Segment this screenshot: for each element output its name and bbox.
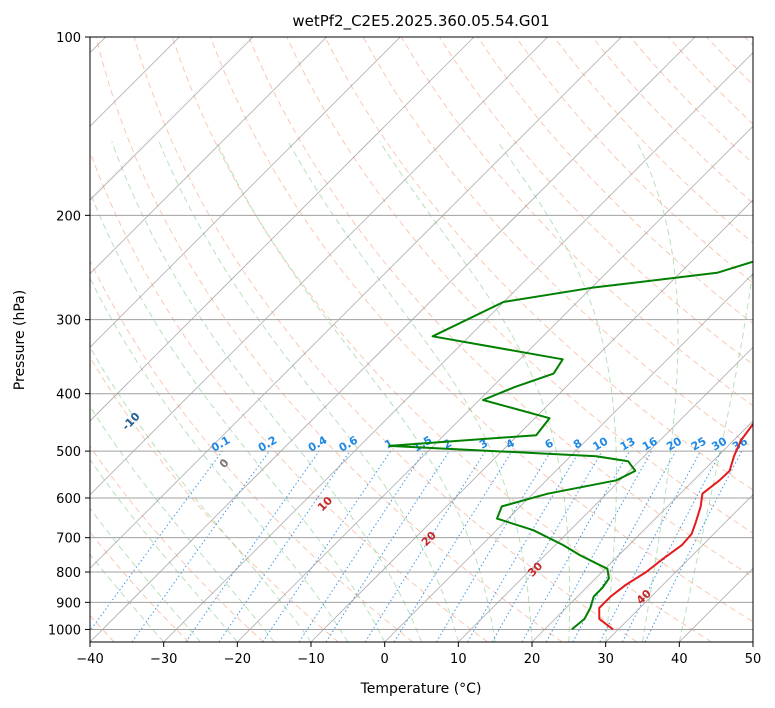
moist-adiabat [678,264,753,642]
x-axis-ticks: −40 −30 −20 −10 0 10 20 30 40 50 [76,642,761,667]
y-tick-label: 400 [56,388,81,403]
dry-adiabat [286,37,753,534]
x-tick-label: −30 [150,652,177,667]
mixing-ratio-line [572,450,677,642]
x-tick-label: 0 [381,652,389,667]
dry-adiabat-label: -20 [61,410,84,433]
moist-adiabat [90,553,165,642]
mixing-ratio-label: 4 [504,436,517,451]
mixing-ratio-line [521,450,630,642]
mixing-ratio-line [644,450,743,642]
moist-adiabat [158,141,459,642]
isotherm [679,567,753,642]
mixing-ratio-line [298,450,425,642]
isotherm [752,641,753,642]
isotherm [90,37,548,496]
dry-adiabat [133,37,638,642]
moist-adiabat [90,346,312,642]
mixing-ratio-line [90,450,223,632]
dry-adiabat [553,37,753,244]
background-lines [90,37,753,642]
isotherm [605,494,753,642]
grid [90,37,753,630]
y-tick-label: 900 [56,596,81,611]
dry-adiabat [95,37,563,642]
mixing-ratio-line [262,450,392,642]
dry-adiabat [324,37,753,491]
isotherm [163,52,753,642]
x-axis-label: Temperature (°C) [360,681,482,697]
dry-adiabat [171,37,712,642]
dry-adiabat [90,356,339,642]
y-tick-label: 100 [56,31,81,46]
mixing-ratio-line [185,450,320,642]
mixing-ratio-label: 6 [543,436,556,451]
mixing-ratio-line [435,450,552,642]
y-tick-label: 1000 [48,623,81,638]
x-tick-label: 10 [450,652,467,667]
isotherm [531,420,753,642]
isotherm [90,37,327,275]
y-tick-label: 200 [56,209,81,224]
y-tick-label: 800 [56,566,81,581]
moist-adiabat [215,141,496,642]
dry-adiabat [90,531,190,642]
mixing-ratio-line [545,450,653,642]
isotherm [90,37,622,569]
dry-adiabat [706,37,753,86]
chart-title: wetPf2_C2E5.2025.360.05.54.G01 [292,12,549,31]
x-tick-label: −10 [297,652,324,667]
dry-adiabat [210,37,753,623]
data-series [388,260,753,631]
y-axis-ticks: 100 200 300 400 500 600 700 800 900 1000 [48,31,90,638]
dry-adiabat-label: -10 [119,410,142,433]
isotherm [90,37,254,201]
dry-adiabat [90,259,414,642]
dry-adiabat [515,37,753,284]
mixing-ratio-line [393,450,513,642]
x-tick-label: 30 [597,652,614,667]
x-tick-label: 20 [524,652,541,667]
dewpoint-profile-line [388,260,753,631]
x-tick-label: 50 [745,652,762,667]
dry-adiabat [90,445,264,642]
isotherm [90,37,475,422]
isotherm [90,37,401,348]
dry-adiabat [668,37,753,125]
moist-adiabat [636,141,679,642]
x-tick-label: 40 [671,652,688,667]
y-tick-label: 700 [56,532,81,547]
y-tick-label: 600 [56,492,81,507]
mixing-ratio-line [325,450,450,642]
dry-adiabat-label: -30 [2,410,25,433]
dry-adiabat-label: 20 [419,529,439,549]
mixing-ratio-line [131,450,270,642]
mixing-ratio-line [218,450,351,642]
isotherm [310,199,753,642]
dry-adiabat [248,37,753,578]
dry-adiabat [744,37,753,47]
temperature-profile-line [598,422,753,631]
isotherm [90,37,696,642]
dry-adiabat [591,37,753,204]
mixing-ratio-line [467,450,580,642]
y-tick-label: 300 [56,314,81,329]
x-tick-label: −20 [224,652,251,667]
y-axis-label: Pressure (hPa) [12,290,28,390]
isotherm [237,125,753,642]
adiabat-labels: -100-90-80-70-60-50-40-30-20-10010203040… [2,410,750,607]
x-tick-label: −40 [76,652,103,667]
dry-adiabat [90,150,488,642]
plot-frame [89,36,754,643]
isotherm [458,346,753,642]
isotherm [384,273,753,642]
y-tick-label: 500 [56,445,81,460]
dry-adiabat-label: 30 [525,559,545,579]
